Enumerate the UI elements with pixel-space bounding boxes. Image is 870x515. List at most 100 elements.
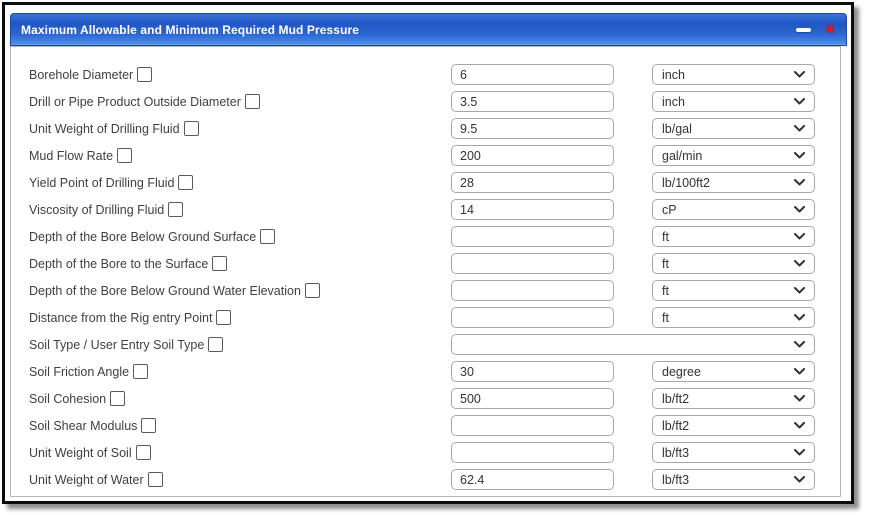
chevron-down-icon <box>794 179 805 186</box>
value-input[interactable] <box>451 361 614 382</box>
chevron-down-icon <box>794 287 805 294</box>
form-row: Yield Point of Drilling Fluid lb/100ft2 <box>29 169 840 196</box>
value-input[interactable] <box>451 226 614 247</box>
soil-type-checkbox[interactable] <box>141 418 157 433</box>
field-label-cell: Depth of the Bore to the Surface <box>29 256 451 271</box>
unit-select[interactable]: lb/gal <box>652 118 815 139</box>
unit-select[interactable]: lb/100ft2 <box>652 172 815 193</box>
field-label: Borehole Diameter <box>29 67 134 82</box>
value-input[interactable] <box>451 118 614 139</box>
unit-select[interactable]: cP <box>652 199 815 220</box>
soil-type-checkbox[interactable] <box>147 472 163 487</box>
unit-select[interactable] <box>451 334 815 355</box>
unit-value: ft <box>662 283 669 298</box>
soil-type-checkbox[interactable] <box>183 121 199 136</box>
unit-select[interactable]: lb/ft2 <box>652 415 815 436</box>
field-label-cell: Soil Shear Modulus <box>29 418 451 433</box>
soil-type-checkbox[interactable] <box>110 391 126 406</box>
form-row: Unit Weight of Drilling Fluid lb/gal <box>29 115 840 142</box>
form-row: Distance from the Rig entry Point ft <box>29 304 840 331</box>
chevron-down-icon <box>794 341 805 348</box>
unit-select[interactable]: lb/ft2 <box>652 388 815 409</box>
chevron-down-icon <box>794 395 805 402</box>
minimize-button[interactable] <box>795 22 812 38</box>
form-row: Unit Weight of Soil lb/ft3 <box>29 439 840 466</box>
value-input[interactable] <box>451 199 614 220</box>
unit-value: inch <box>662 94 685 109</box>
value-input[interactable] <box>451 91 614 112</box>
form-row: Soil Friction Angle degree <box>29 358 840 385</box>
soil-type-checkbox[interactable] <box>260 229 276 244</box>
unit-value: degree <box>662 364 701 379</box>
value-input[interactable] <box>451 307 614 328</box>
unit-value: ft <box>662 229 669 244</box>
unit-value: gal/min <box>662 148 703 163</box>
chevron-down-icon <box>794 233 805 240</box>
value-input[interactable] <box>451 469 614 490</box>
chevron-down-icon <box>794 422 805 429</box>
field-label: Unit Weight of Soil <box>29 445 132 460</box>
soil-type-checkbox[interactable] <box>304 283 320 298</box>
value-input[interactable] <box>451 388 614 409</box>
field-label: Unit Weight of Drilling Fluid <box>29 121 180 136</box>
soil-type-checkbox[interactable] <box>212 256 228 271</box>
field-label-cell: Borehole Diameter <box>29 67 451 82</box>
unit-select[interactable]: ft <box>652 226 815 247</box>
soil-type-checkbox[interactable] <box>208 337 224 352</box>
unit-value: lb/gal <box>662 121 692 136</box>
unit-select[interactable]: lb/ft3 <box>652 442 815 463</box>
form-row: Depth of the Bore to the Surface ft <box>29 250 840 277</box>
form-row: Drill or Pipe Product Outside Diameter i… <box>29 88 840 115</box>
chevron-down-icon <box>794 71 805 78</box>
value-input[interactable] <box>451 145 614 166</box>
unit-select[interactable]: ft <box>652 307 815 328</box>
form-rows: Borehole Diameter inch Drill or Pipe Pro… <box>29 61 840 493</box>
unit-select[interactable]: lb/ft3 <box>652 469 815 490</box>
value-input[interactable] <box>451 280 614 301</box>
soil-type-checkbox[interactable] <box>135 445 151 460</box>
form-row: Depth of the Bore Below Ground Water Ele… <box>29 277 840 304</box>
chevron-down-icon <box>794 260 805 267</box>
field-label-cell: Distance from the Rig entry Point <box>29 310 451 325</box>
unit-select[interactable]: ft <box>652 253 815 274</box>
value-input[interactable] <box>451 253 614 274</box>
field-label: Yield Point of Drilling Fluid <box>29 175 175 190</box>
close-button[interactable]: ✖ <box>825 24 835 36</box>
unit-value: lb/100ft2 <box>662 175 710 190</box>
field-label: Depth of the Bore Below Ground Water Ele… <box>29 283 301 298</box>
unit-select[interactable]: gal/min <box>652 145 815 166</box>
field-label-cell: Unit Weight of Drilling Fluid <box>29 121 451 136</box>
soil-type-checkbox[interactable] <box>117 148 133 163</box>
value-input[interactable] <box>451 415 614 436</box>
soil-type-checkbox[interactable] <box>168 202 184 217</box>
unit-select[interactable]: inch <box>652 64 815 85</box>
form-row: Soil Cohesion lb/ft2 <box>29 385 840 412</box>
chevron-down-icon <box>794 125 805 132</box>
soil-type-checkbox[interactable] <box>133 364 149 379</box>
soil-type-checkbox[interactable] <box>137 67 153 82</box>
value-input[interactable] <box>451 442 614 463</box>
chevron-down-icon <box>794 98 805 105</box>
unit-select[interactable]: degree <box>652 361 815 382</box>
field-label-cell: Unit Weight of Soil <box>29 445 451 460</box>
field-label: Mud Flow Rate <box>29 148 114 163</box>
soil-type-checkbox[interactable] <box>244 94 260 109</box>
field-label-cell: Soil Cohesion <box>29 391 451 406</box>
unit-value: lb/ft3 <box>662 445 690 460</box>
soil-type-checkbox[interactable] <box>178 175 194 190</box>
chevron-down-icon <box>794 449 805 456</box>
unit-select[interactable]: ft <box>652 280 815 301</box>
chevron-down-icon <box>794 476 805 483</box>
field-label-cell: Soil Friction Angle <box>29 364 451 379</box>
unit-select[interactable]: inch <box>652 91 815 112</box>
unit-value: ft <box>662 310 669 325</box>
soil-type-checkbox[interactable] <box>216 310 232 325</box>
unit-value: inch <box>662 67 685 82</box>
field-label-cell: Yield Point of Drilling Fluid <box>29 175 451 190</box>
unit-value: ft <box>662 256 669 271</box>
value-input[interactable] <box>451 64 614 85</box>
titlebar-buttons: ✖ <box>795 22 838 38</box>
value-input[interactable] <box>451 172 614 193</box>
dialog-titlebar[interactable]: Maximum Allowable and Minimum Required M… <box>10 13 847 46</box>
field-label-cell: Depth of the Bore Below Ground Water Ele… <box>29 283 451 298</box>
